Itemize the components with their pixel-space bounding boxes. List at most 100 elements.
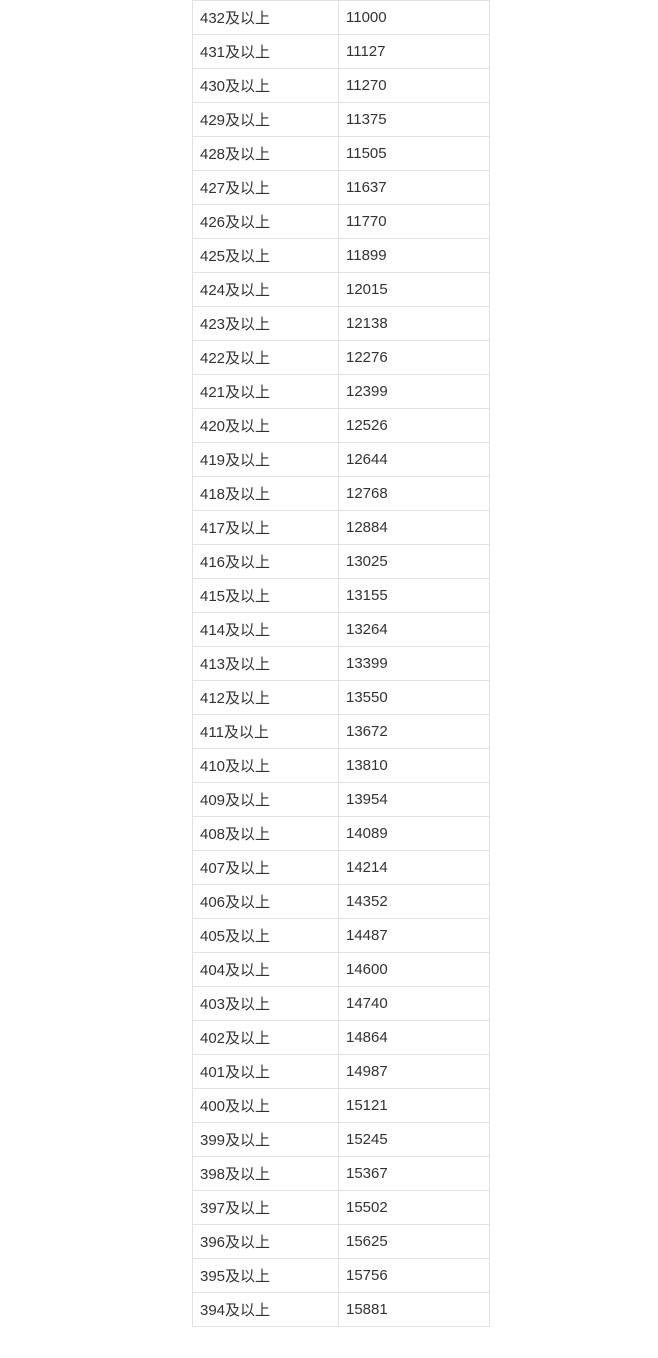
cumulative-count-cell: 12884 — [338, 510, 490, 545]
cumulative-count-cell: 15756 — [338, 1258, 490, 1293]
score-range-cell: 404及以上 — [192, 952, 339, 987]
cumulative-count-cell: 14600 — [338, 952, 490, 987]
score-range-cell: 401及以上 — [192, 1054, 339, 1089]
cumulative-count-cell: 13399 — [338, 646, 490, 681]
table-row: 394及以上 15881 — [192, 1292, 490, 1327]
score-range-cell: 414及以上 — [192, 612, 339, 647]
cumulative-count-cell: 11375 — [338, 102, 490, 137]
table-row: 420及以上 12526 — [192, 408, 490, 443]
table-row: 425及以上 11899 — [192, 238, 490, 273]
cumulative-count-cell: 13155 — [338, 578, 490, 613]
table-row: 403及以上 14740 — [192, 986, 490, 1021]
score-range-cell: 425及以上 — [192, 238, 339, 273]
cumulative-count-cell: 13954 — [338, 782, 490, 817]
cumulative-count-cell: 12768 — [338, 476, 490, 511]
cumulative-count-cell: 14089 — [338, 816, 490, 851]
score-range-cell: 396及以上 — [192, 1224, 339, 1259]
cumulative-count-cell: 11505 — [338, 136, 490, 171]
table-row: 401及以上 14987 — [192, 1054, 490, 1089]
table-row: 402及以上 14864 — [192, 1020, 490, 1055]
score-range-cell: 412及以上 — [192, 680, 339, 715]
score-range-cell: 415及以上 — [192, 578, 339, 613]
table-row: 412及以上 13550 — [192, 680, 490, 715]
score-range-cell: 424及以上 — [192, 272, 339, 307]
score-range-cell: 410及以上 — [192, 748, 339, 783]
table-row: 414及以上 13264 — [192, 612, 490, 647]
table-row: 422及以上 12276 — [192, 340, 490, 375]
score-range-cell: 418及以上 — [192, 476, 339, 511]
score-range-cell: 403及以上 — [192, 986, 339, 1021]
table-row: 427及以上 11637 — [192, 170, 490, 205]
table-row: 410及以上 13810 — [192, 748, 490, 783]
score-range-cell: 429及以上 — [192, 102, 339, 137]
table-row: 432及以上 11000 — [192, 0, 490, 35]
score-range-cell: 427及以上 — [192, 170, 339, 205]
cumulative-count-cell: 13550 — [338, 680, 490, 715]
table-row: 411及以上 13672 — [192, 714, 490, 749]
cumulative-count-cell: 12276 — [338, 340, 490, 375]
table-row: 417及以上 12884 — [192, 510, 490, 545]
cumulative-count-cell: 15245 — [338, 1122, 490, 1157]
score-range-cell: 397及以上 — [192, 1190, 339, 1225]
table-row: 400及以上 15121 — [192, 1088, 490, 1123]
score-range-cell: 431及以上 — [192, 34, 339, 69]
score-range-cell: 413及以上 — [192, 646, 339, 681]
cumulative-count-cell: 11000 — [338, 0, 490, 35]
score-range-cell: 417及以上 — [192, 510, 339, 545]
cumulative-count-cell: 15121 — [338, 1088, 490, 1123]
table-row: 424及以上 12015 — [192, 272, 490, 307]
score-range-cell: 416及以上 — [192, 544, 339, 579]
cumulative-count-cell: 14864 — [338, 1020, 490, 1055]
table-row: 430及以上 11270 — [192, 68, 490, 103]
cumulative-count-cell: 11899 — [338, 238, 490, 273]
score-range-cell: 430及以上 — [192, 68, 339, 103]
score-range-cell: 394及以上 — [192, 1292, 339, 1327]
score-range-cell: 428及以上 — [192, 136, 339, 171]
table-row: 396及以上 15625 — [192, 1224, 490, 1259]
table-row: 398及以上 15367 — [192, 1156, 490, 1191]
score-range-cell: 407及以上 — [192, 850, 339, 885]
score-range-cell: 432及以上 — [192, 0, 339, 35]
score-range-cell: 409及以上 — [192, 782, 339, 817]
cumulative-count-cell: 11270 — [338, 68, 490, 103]
table-row: 399及以上 15245 — [192, 1122, 490, 1157]
cumulative-count-cell: 11127 — [338, 34, 490, 69]
table-row: 426及以上 11770 — [192, 204, 490, 239]
table-row: 431及以上 11127 — [192, 34, 490, 69]
cumulative-count-cell: 15502 — [338, 1190, 490, 1225]
table-row: 428及以上 11505 — [192, 136, 490, 171]
table-row: 416及以上 13025 — [192, 544, 490, 579]
table-row: 423及以上 12138 — [192, 306, 490, 341]
table-row: 408及以上 14089 — [192, 816, 490, 851]
table-row: 407及以上 14214 — [192, 850, 490, 885]
cumulative-count-cell: 11770 — [338, 204, 490, 239]
score-range-cell: 405及以上 — [192, 918, 339, 953]
score-table-body: 432及以上 11000 431及以上 11127 430及以上 11270 4… — [192, 0, 490, 1327]
cumulative-count-cell: 13672 — [338, 714, 490, 749]
cumulative-count-cell: 14214 — [338, 850, 490, 885]
cumulative-count-cell: 13025 — [338, 544, 490, 579]
table-row: 421及以上 12399 — [192, 374, 490, 409]
cumulative-count-cell: 12644 — [338, 442, 490, 477]
score-range-cell: 420及以上 — [192, 408, 339, 443]
score-range-cell: 399及以上 — [192, 1122, 339, 1157]
table-row: 429及以上 11375 — [192, 102, 490, 137]
table-row: 419及以上 12644 — [192, 442, 490, 477]
cumulative-count-cell: 12015 — [338, 272, 490, 307]
cumulative-count-cell: 13264 — [338, 612, 490, 647]
table-row: 397及以上 15502 — [192, 1190, 490, 1225]
cumulative-count-cell: 13810 — [338, 748, 490, 783]
table-row: 405及以上 14487 — [192, 918, 490, 953]
score-range-cell: 398及以上 — [192, 1156, 339, 1191]
cumulative-count-cell: 14740 — [338, 986, 490, 1021]
score-range-cell: 402及以上 — [192, 1020, 339, 1055]
cumulative-count-cell: 11637 — [338, 170, 490, 205]
cumulative-count-cell: 15881 — [338, 1292, 490, 1327]
cumulative-count-cell: 15367 — [338, 1156, 490, 1191]
table-row: 415及以上 13155 — [192, 578, 490, 613]
score-range-cell: 406及以上 — [192, 884, 339, 919]
score-range-cell: 422及以上 — [192, 340, 339, 375]
table-row: 395及以上 15756 — [192, 1258, 490, 1293]
score-range-cell: 419及以上 — [192, 442, 339, 477]
